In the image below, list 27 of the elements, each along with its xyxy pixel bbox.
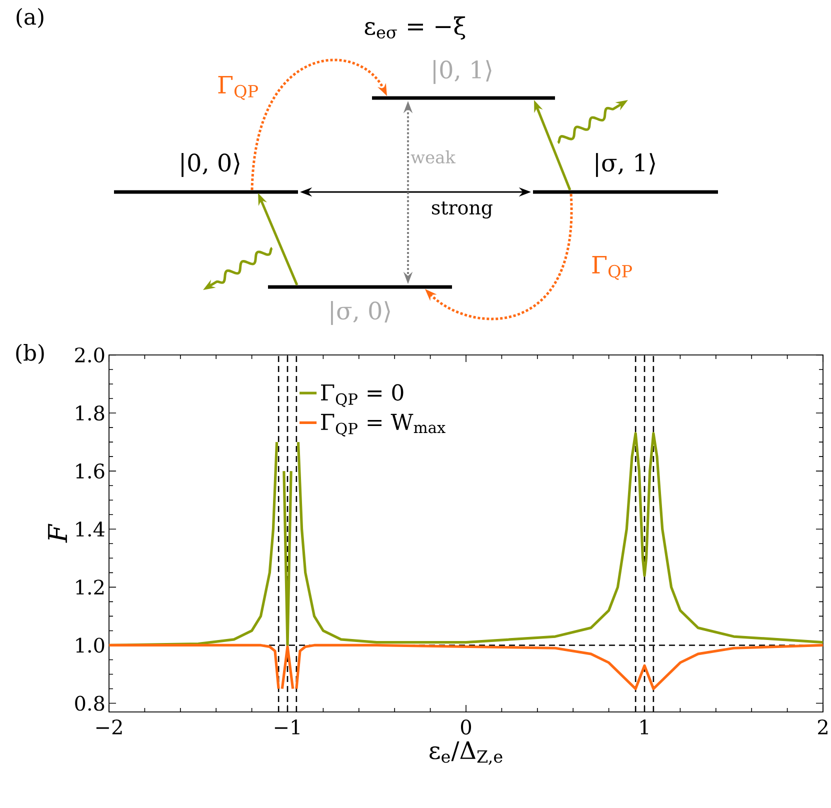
text: Γ$_{QP}$ (218, 76, 258, 100)
x-axis-title: ε$_{e}$/Δ$_{Z,e}$ (430, 741, 502, 765)
x-tick-label: 1 (640, 720, 648, 734)
y-tick-label: 1.6 (76, 464, 104, 479)
y-tick-label: 2.0 (75, 347, 104, 363)
text: |σ, 0⟩ (331, 301, 390, 325)
y-tick-label: 0.8 (75, 696, 104, 711)
x-tick-label: −1 (274, 720, 300, 734)
text: |0, 0⟩ (182, 153, 240, 177)
text: |σ, 1⟩ (596, 153, 655, 177)
y-tick-label: 1.4 (76, 522, 104, 537)
x-tick-label: 0 (460, 720, 472, 735)
legend-label: Γ$_{QP}$ = 0 (321, 384, 404, 408)
y-tick-label: 1.0 (76, 638, 104, 653)
y-axis-title: F (48, 524, 67, 543)
x-tick-label: −2 (96, 720, 122, 734)
y-tick-label: 1.2 (76, 580, 104, 595)
text: strong (432, 201, 492, 219)
text: (a) (16, 8, 44, 28)
x-tick-label: 2 (818, 720, 828, 734)
text: |0, 1⟩ (434, 60, 492, 84)
text: Γ$_{QP}$ (592, 256, 632, 280)
text: (b) (16, 344, 44, 364)
text: ε$_{eσ}$ = −ξ (364, 16, 466, 40)
text: weak (410, 150, 456, 164)
y-tick-label: 1.8 (76, 406, 104, 421)
legend-label: Γ$_{QP}$ = W$_{max}$ (321, 414, 446, 437)
